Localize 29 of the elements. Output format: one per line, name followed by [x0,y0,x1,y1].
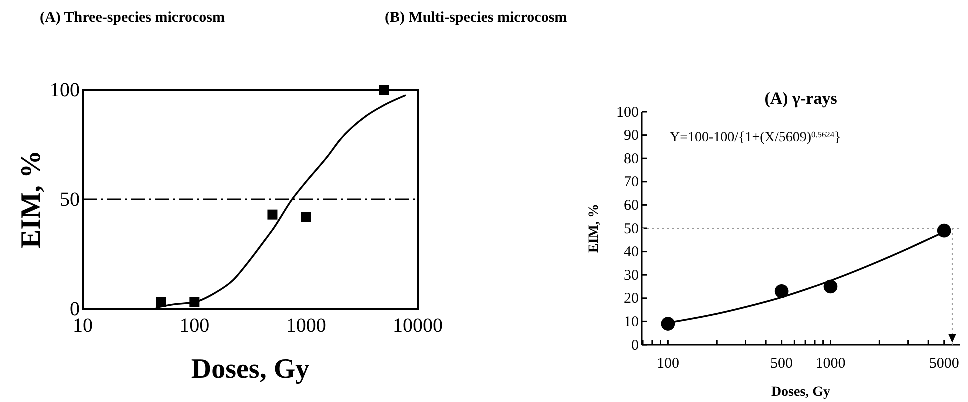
x-tick-label: 1000 [286,315,326,337]
chart-subtitle: (A) γ-rays [764,89,838,108]
y-axis-title: EIM, % [16,150,47,248]
x-axis-title: Doses, Gy [771,385,831,400]
y-tick-label: 100 [50,79,80,102]
y-tick-label: 50 [624,221,639,238]
y-tick-label: 0 [632,338,639,354]
point [379,85,390,95]
chart-title: (A) Three-species microcosm [40,10,226,26]
y-tick-label: 50 [60,188,80,211]
x-axis-title: Doses, Gy [191,354,310,385]
annotation: Y=100-100/{1+(X/5609)$^{0.5624}$} [670,130,842,146]
y-tick-label: 90 [624,128,639,144]
text: (B) Multi-species microcosm [385,10,568,26]
y-tick-label: 80 [624,151,639,168]
y-axis-title: EIM, % [587,204,602,253]
y-tick-label: 30 [624,268,639,284]
x-tick-label: 1000 [816,356,846,372]
x-tick-label: 10000 [393,315,443,337]
x-tick-label: 5000 [929,356,960,372]
point [268,210,278,220]
x-tick-label: 100 [180,315,210,337]
y-tick-label: 60 [624,198,639,214]
x-tick-label: 500 [770,356,794,372]
y-tick-label: 100 [616,104,639,121]
y-tick-label: 20 [624,291,639,308]
y-tick-label: 40 [624,244,639,261]
y-tick-label: 70 [624,174,639,191]
x-tick-label: 100 [656,356,680,372]
